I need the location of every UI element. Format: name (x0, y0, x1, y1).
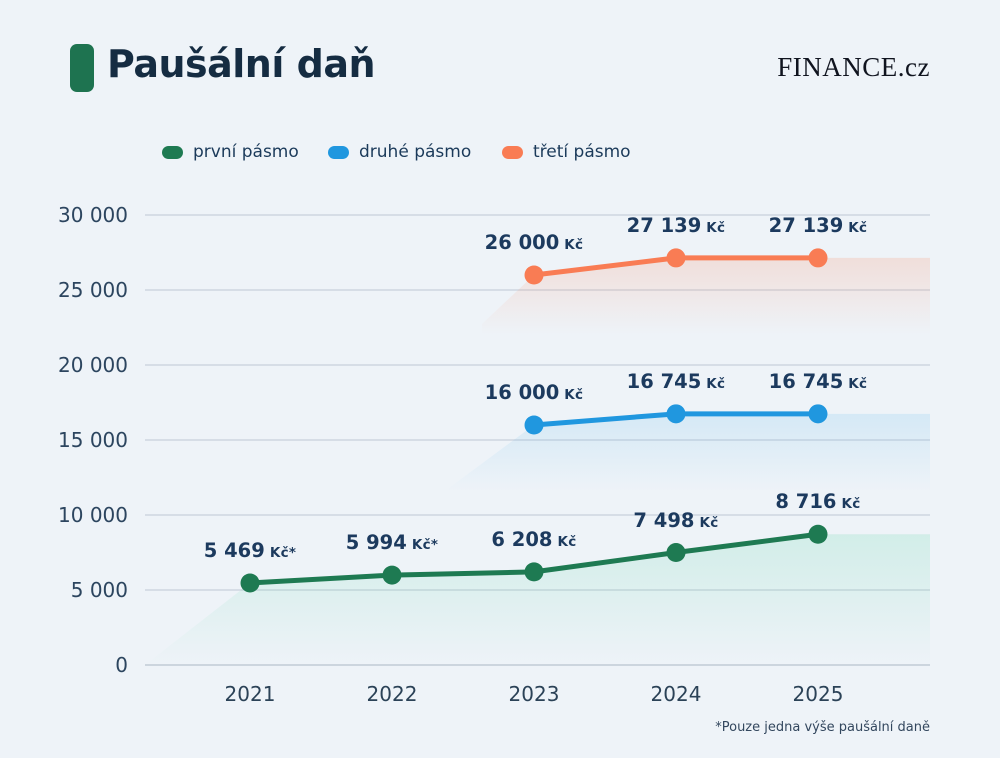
data-point-label: 8 716 Kč (775, 490, 861, 514)
data-point (240, 573, 260, 593)
area-fill-3 (482, 257, 930, 335)
area-fill-2 (449, 413, 930, 492)
data-point (666, 543, 686, 563)
data-point-label: 16 000 Kč (484, 381, 584, 404)
legend-label-prvni-pasmo: první pásmo (193, 142, 299, 162)
legend-swatch-druhe-pasmo (328, 145, 349, 159)
y-axis-tick-label: 10 000 (58, 503, 128, 527)
gridline (145, 364, 930, 366)
data-point-label: 16 745 Kč (626, 369, 726, 393)
data-point (808, 404, 828, 424)
x-axis-tick-label: 2025 (792, 682, 844, 706)
x-axis-tick-label: 2021 (224, 682, 276, 706)
x-axis-tick-label: 2023 (508, 682, 560, 706)
data-point (666, 404, 686, 424)
gridline (145, 514, 930, 516)
data-point-label: 7 498 Kč (633, 508, 719, 532)
y-axis-tick-label: 15 000 (58, 428, 128, 452)
data-point-label: 5 469 Kč* (203, 538, 297, 562)
legend-swatch-treti-pasmo (502, 145, 523, 159)
page-title: Paušální daň (107, 42, 376, 86)
x-axis-tick-label: 2022 (366, 682, 418, 706)
y-axis-tick-label: 0 (115, 653, 128, 677)
data-point (808, 248, 828, 268)
legend-item-prvni-pasmo: první pásmo (162, 142, 299, 162)
data-point (524, 265, 544, 285)
data-point (666, 248, 686, 268)
legend-item-druhe-pasmo: druhé pásmo (328, 142, 471, 162)
area-fill-1 (145, 534, 930, 666)
y-axis-tick-label: 20 000 (58, 353, 128, 377)
data-point-label: 27 139 Kč (626, 213, 726, 237)
data-point-label: 6 208 Kč (491, 527, 577, 551)
footnote: *Pouze jedna výše paušální daně (715, 720, 930, 735)
y-axis-tick-label: 25 000 (58, 278, 128, 302)
title-accent-bar (70, 44, 94, 92)
data-point-label: 27 139 Kč (768, 213, 868, 237)
data-point-label: 16 745 Kč (768, 369, 868, 393)
brand-logo: FINANCE.cz (777, 52, 930, 82)
legend-label-druhe-pasmo: druhé pásmo (359, 142, 472, 162)
gridline (145, 214, 930, 216)
legend-label-treti-pasmo: třetí pásmo (533, 142, 631, 162)
data-point-label: 26 000 Kč (484, 231, 584, 254)
data-point-label: 5 994 Kč* (345, 531, 439, 555)
y-axis-tick-label: 30 000 (58, 203, 128, 227)
legend-swatch-prvni-pasmo (162, 145, 183, 159)
data-point (382, 565, 402, 585)
data-point (524, 562, 544, 582)
y-axis-tick-label: 5 000 (70, 578, 128, 602)
legend-item-treti-pasmo: třetí pásmo (502, 142, 631, 162)
x-axis-tick-label: 2024 (650, 682, 702, 706)
data-point (524, 415, 544, 435)
data-point (808, 524, 828, 544)
